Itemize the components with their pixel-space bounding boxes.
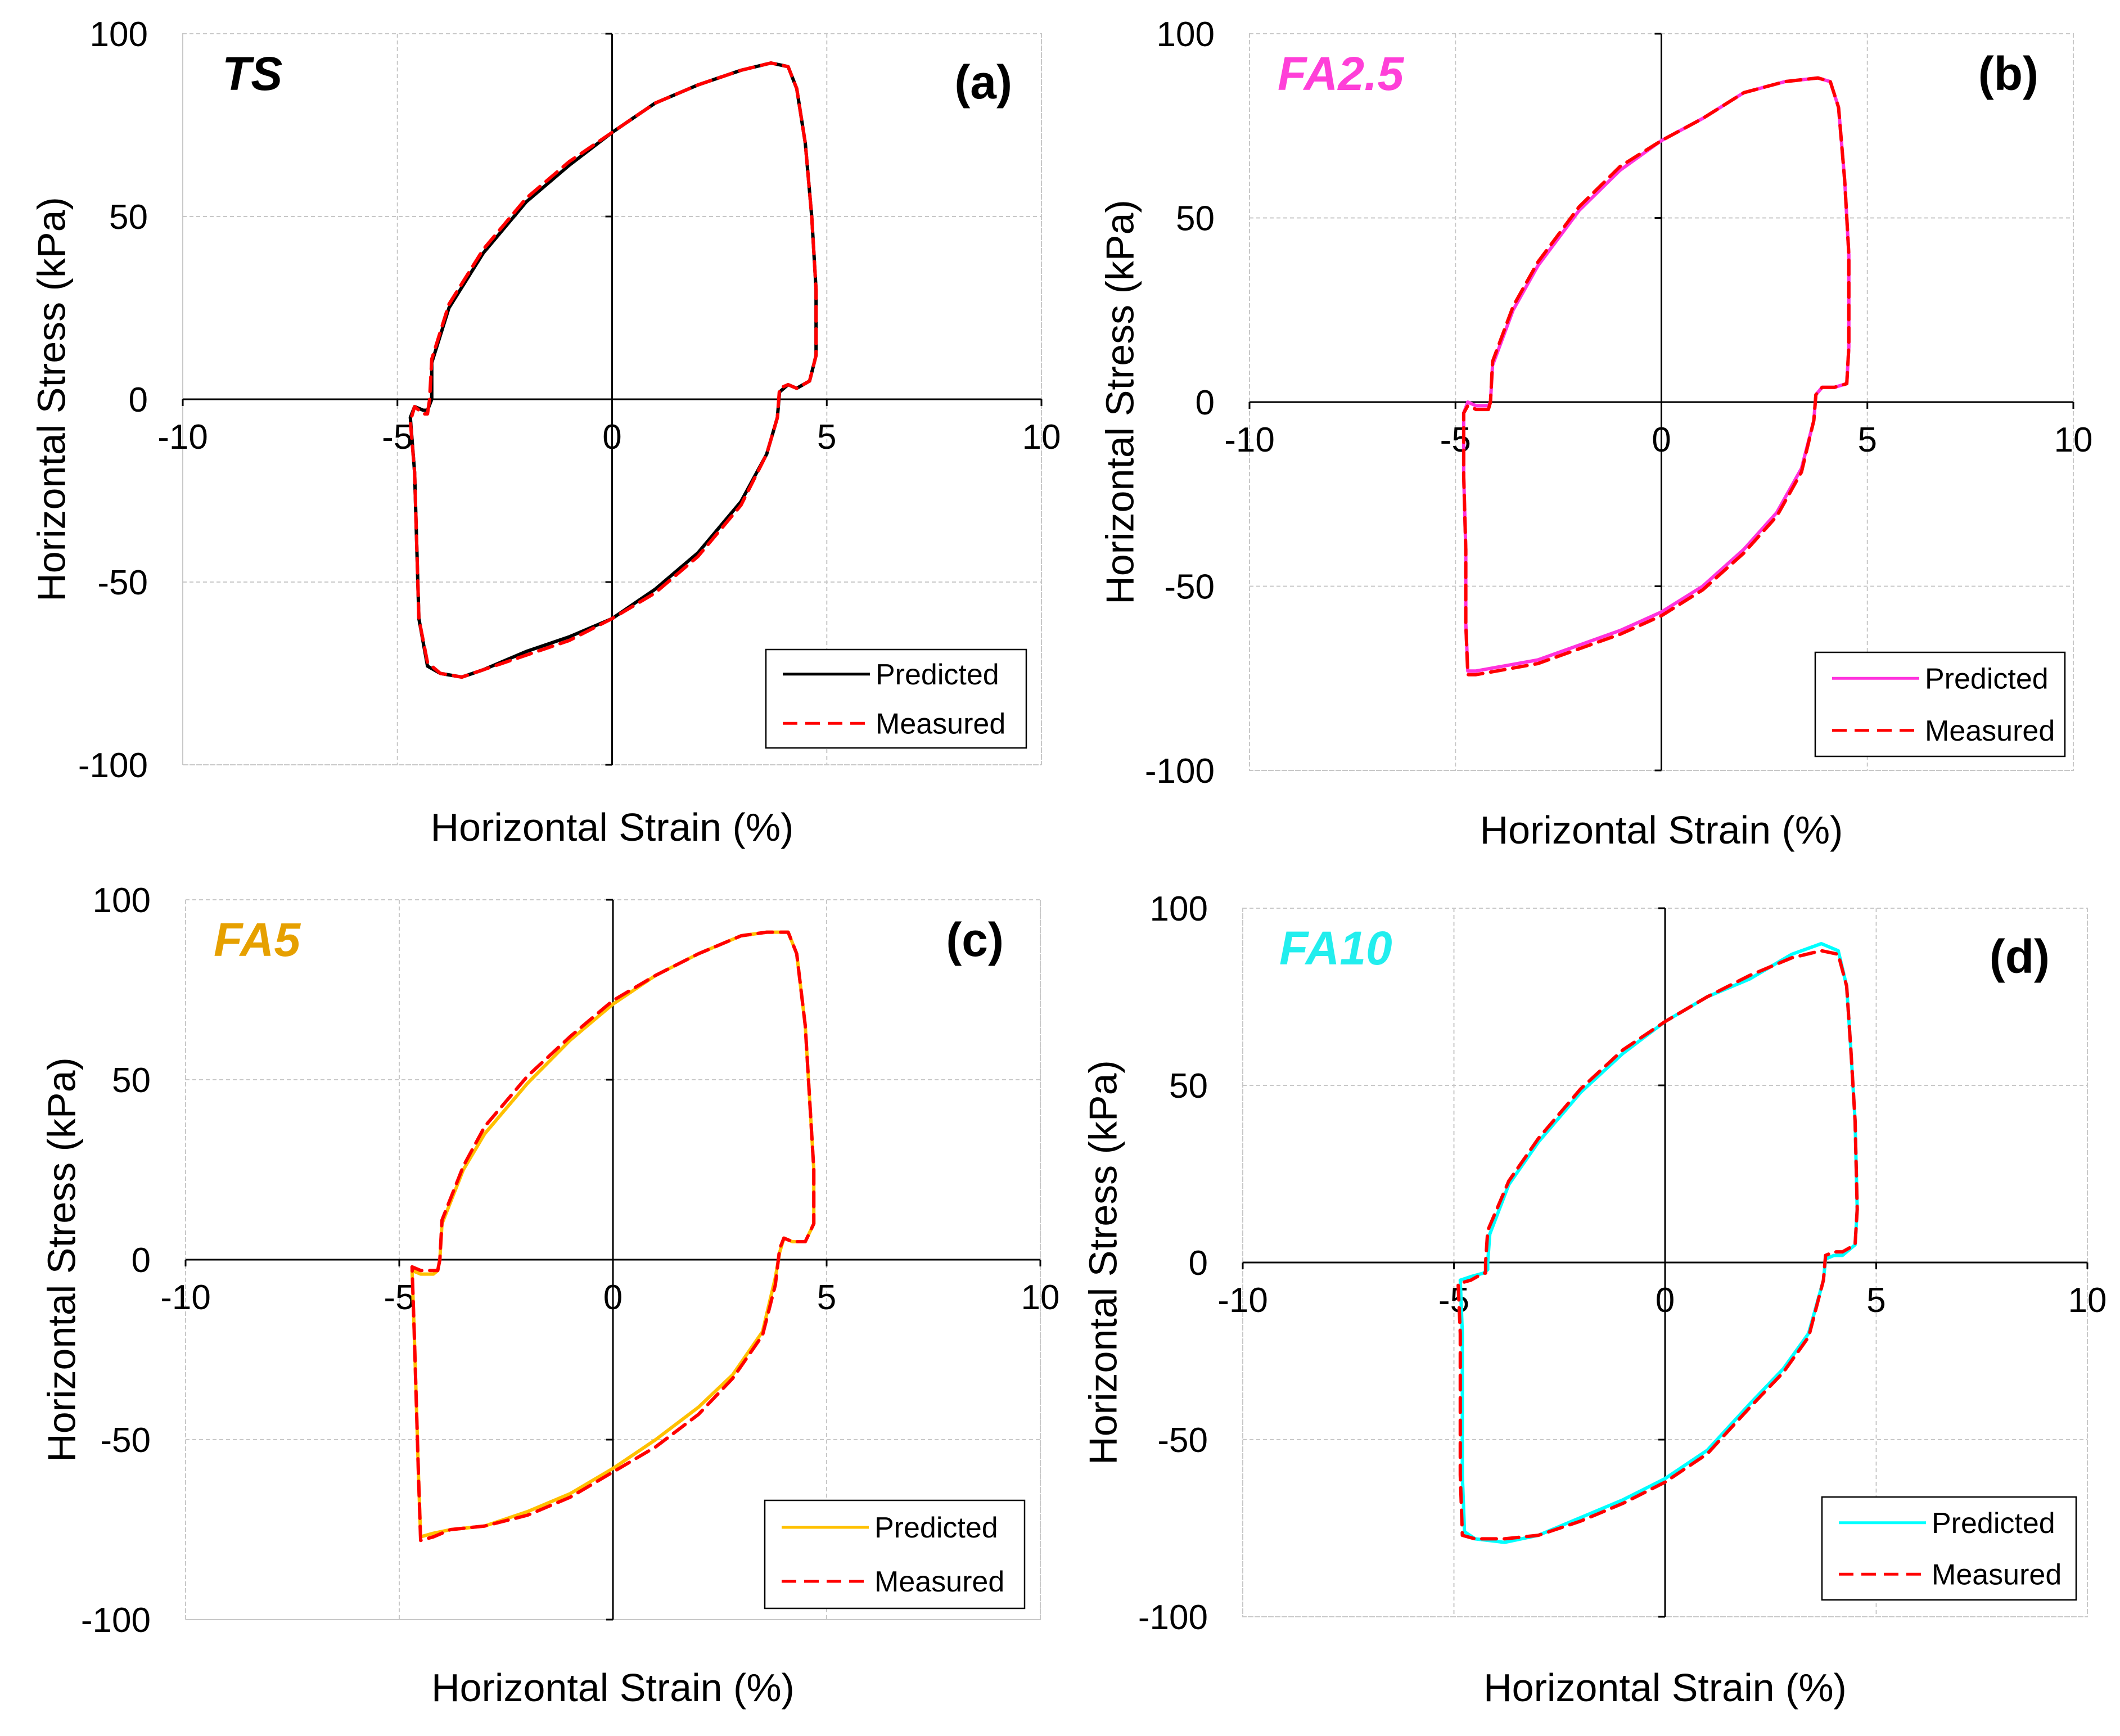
y-tick-label: -50 bbox=[100, 1421, 151, 1460]
x-tick-label: 10 bbox=[1021, 1278, 1060, 1317]
y-axis-title: Horizontal Stress (kPa) bbox=[39, 1057, 83, 1462]
y-tick-label: 50 bbox=[1176, 200, 1215, 238]
panel-label: (b) bbox=[1978, 47, 2038, 100]
x-tick-label: 10 bbox=[2054, 421, 2093, 459]
legend: Predicted Measured bbox=[1821, 1496, 2077, 1601]
legend-box bbox=[1821, 1496, 2077, 1601]
x-tick-label: 0 bbox=[1652, 421, 1671, 459]
x-tick-label: -5 bbox=[1440, 421, 1471, 459]
y-axis-title: Horizontal Stress (kPa) bbox=[1081, 1060, 1125, 1465]
legend: Predicted Measured bbox=[1814, 651, 2066, 757]
y-tick-label: 0 bbox=[132, 1241, 151, 1280]
series-predicted-line bbox=[408, 61, 818, 679]
sample-name: FA2.5 bbox=[1278, 47, 1404, 100]
panel-label: (d) bbox=[1990, 930, 2050, 983]
legend-box bbox=[764, 1499, 1026, 1609]
y-tick-label: -50 bbox=[1157, 1421, 1208, 1460]
x-tick-label: 10 bbox=[2068, 1281, 2107, 1320]
x-axis-title: Horizontal Strain (%) bbox=[1483, 1666, 1847, 1710]
series-measured-line bbox=[1462, 76, 1851, 677]
legend-label-predicted: Predicted bbox=[874, 1512, 998, 1544]
x-tick-label: 5 bbox=[1858, 421, 1877, 459]
x-tick-label: -5 bbox=[382, 418, 413, 457]
y-tick-label: 100 bbox=[1150, 890, 1208, 928]
series-measured-line bbox=[410, 930, 816, 1543]
legend-box bbox=[1814, 651, 2066, 757]
y-axis-title: Horizontal Stress (kPa) bbox=[1098, 200, 1142, 605]
x-tick-label: -10 bbox=[1217, 1281, 1268, 1320]
series-measured-line bbox=[1456, 949, 1859, 1541]
x-tick-label: -10 bbox=[157, 418, 208, 457]
legend-label-measured: Measured bbox=[876, 707, 1005, 740]
y-tick-label: -50 bbox=[1164, 568, 1215, 607]
legend-label-measured: Measured bbox=[1932, 1558, 2062, 1591]
series-measured-line bbox=[408, 61, 818, 679]
x-tick-label: 10 bbox=[1022, 418, 1061, 457]
sample-name: TS bbox=[222, 47, 282, 100]
y-tick-label: -100 bbox=[1145, 752, 1215, 791]
y-tick-label: 100 bbox=[1157, 15, 1215, 54]
legend: Predicted Measured bbox=[765, 648, 1027, 749]
x-tick-label: 0 bbox=[602, 418, 621, 457]
x-tick-label: 5 bbox=[1866, 1281, 1886, 1320]
panel-label: (c) bbox=[946, 913, 1004, 966]
legend-label-measured: Measured bbox=[874, 1566, 1004, 1598]
x-tick-label: 0 bbox=[1656, 1281, 1675, 1320]
sample-name: FA5 bbox=[214, 913, 301, 966]
y-tick-label: -100 bbox=[81, 1601, 151, 1640]
y-tick-label: 0 bbox=[1189, 1244, 1208, 1283]
y-tick-label: 50 bbox=[112, 1061, 151, 1100]
x-axis-title: Horizontal Strain (%) bbox=[431, 1666, 795, 1710]
y-tick-label: 0 bbox=[129, 381, 148, 420]
legend-label-predicted: Predicted bbox=[1925, 662, 2049, 695]
legend-label-predicted: Predicted bbox=[1932, 1507, 2055, 1540]
sample-name: FA10 bbox=[1279, 922, 1392, 975]
x-tick-label: -10 bbox=[1224, 421, 1275, 459]
x-tick-label: -10 bbox=[160, 1278, 211, 1317]
legend-box bbox=[765, 648, 1027, 749]
y-tick-label: 50 bbox=[1169, 1067, 1208, 1106]
x-tick-label: 5 bbox=[817, 1278, 836, 1317]
x-tick-label: -5 bbox=[1438, 1281, 1469, 1320]
y-tick-label: -100 bbox=[1138, 1598, 1208, 1637]
series-predicted-line bbox=[1458, 942, 1859, 1544]
x-tick-label: -5 bbox=[384, 1278, 414, 1317]
series-predicted-line bbox=[1462, 76, 1851, 673]
x-tick-label: 5 bbox=[817, 418, 836, 457]
y-tick-label: 0 bbox=[1196, 384, 1215, 422]
y-tick-label: 100 bbox=[93, 881, 151, 920]
legend: Predicted Measured bbox=[764, 1499, 1026, 1609]
x-axis-title: Horizontal Strain (%) bbox=[1480, 808, 1843, 852]
y-tick-label: -50 bbox=[97, 563, 148, 602]
legend-label-measured: Measured bbox=[1925, 715, 2055, 747]
legend-label-predicted: Predicted bbox=[876, 659, 999, 691]
y-tick-label: 100 bbox=[90, 15, 148, 54]
panel-label: (a) bbox=[954, 56, 1012, 109]
y-axis-title: Horizontal Stress (kPa) bbox=[29, 197, 73, 602]
y-tick-label: -100 bbox=[78, 746, 148, 785]
x-axis-title: Horizontal Strain (%) bbox=[431, 805, 794, 849]
y-tick-label: 50 bbox=[109, 198, 148, 237]
x-tick-label: 0 bbox=[603, 1278, 623, 1317]
